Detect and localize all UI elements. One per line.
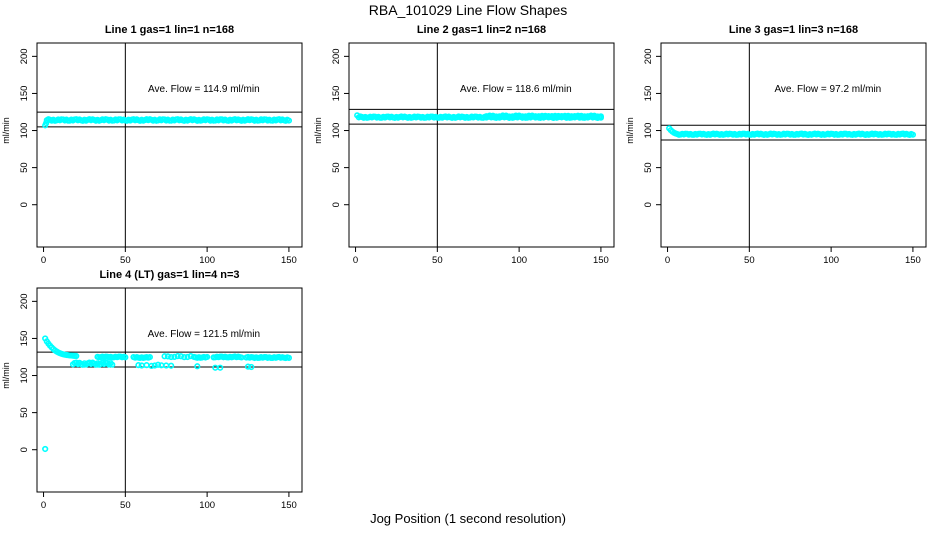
svg-text:150: 150 — [643, 86, 654, 102]
svg-text:0: 0 — [19, 447, 30, 452]
svg-text:0: 0 — [331, 202, 342, 207]
svg-text:0: 0 — [41, 500, 46, 510]
svg-text:100: 100 — [643, 123, 654, 139]
y-axis-label: ml/min — [1, 117, 11, 144]
svg-text:100: 100 — [511, 255, 527, 265]
data-points — [42, 116, 293, 129]
svg-text:100: 100 — [199, 255, 215, 265]
y-axis-label: ml/min — [1, 362, 11, 389]
panel-title: Line 2 gas=1 lin=2 n=168 — [417, 24, 546, 36]
ave-flow-annotation: Ave. Flow = 114.9 ml/min — [148, 84, 260, 95]
svg-text:50: 50 — [744, 255, 755, 265]
svg-text:200: 200 — [331, 48, 342, 64]
svg-text:100: 100 — [331, 123, 342, 139]
axes: 0 50 100 150 0 50 100 150 200 ml/min — [1, 42, 303, 265]
data-points — [666, 125, 917, 138]
panel-2-plot: Line 2 gas=1 lin=2 n=168 0 50 100 150 0 50 100 1… — [313, 24, 615, 265]
svg-text:200: 200 — [643, 48, 654, 64]
axes: 0 50 100 150 0 50 100 150 200 ml/min — [625, 42, 927, 265]
svg-text:100: 100 — [19, 123, 30, 139]
svg-text:150: 150 — [281, 500, 297, 510]
svg-text:50: 50 — [120, 500, 131, 510]
svg-text:50: 50 — [331, 162, 342, 173]
panel-1-plot: Line 1 gas=1 lin=1 n=168 0 50 100 150 0 50 100 1… — [1, 24, 303, 265]
svg-text:150: 150 — [281, 255, 297, 265]
svg-text:100: 100 — [199, 500, 215, 510]
svg-text:150: 150 — [19, 331, 30, 347]
svg-text:50: 50 — [432, 255, 443, 265]
x-axis-label: Jog Position (1 second resolution) — [370, 511, 566, 526]
svg-text:50: 50 — [19, 407, 30, 418]
svg-text:0: 0 — [643, 202, 654, 207]
svg-text:0: 0 — [19, 202, 30, 207]
ave-flow-annotation: Ave. Flow = 121.5 ml/min — [148, 329, 260, 340]
svg-text:200: 200 — [19, 48, 30, 64]
svg-text:150: 150 — [19, 86, 30, 102]
panel-3-plot: Line 3 gas=1 lin=3 n=168 0 50 100 150 0 50 100 1… — [625, 24, 927, 265]
svg-text:50: 50 — [19, 162, 30, 173]
svg-text:200: 200 — [19, 293, 30, 309]
panel-4-plot: Line 4 (LT) gas=1 lin=4 n=3 0 50 100 150 0 50 1… — [1, 269, 303, 510]
panel-title: Line 1 gas=1 lin=1 n=168 — [105, 24, 234, 36]
svg-text:150: 150 — [331, 86, 342, 102]
y-axis-label: ml/min — [313, 117, 323, 144]
data-points — [42, 335, 293, 453]
svg-text:100: 100 — [19, 368, 30, 384]
ave-flow-annotation: Ave. Flow = 118.6 ml/min — [460, 84, 572, 95]
axes: 0 50 100 150 0 50 100 150 200 ml/min — [1, 287, 303, 510]
panel-line-1: Line 1 gas=1 lin=1 n=168 0 50 100 150 0 50 100 1… — [0, 20, 312, 265]
svg-text:150: 150 — [905, 255, 921, 265]
svg-text:50: 50 — [643, 162, 654, 173]
svg-text:50: 50 — [120, 255, 131, 265]
data-points — [354, 112, 605, 121]
svg-text:0: 0 — [41, 255, 46, 265]
svg-text:150: 150 — [593, 255, 609, 265]
y-axis-label: ml/min — [625, 117, 635, 144]
panel-line-4: Line 4 (LT) gas=1 lin=4 n=3 0 50 100 150 0 50 1… — [0, 265, 312, 510]
svg-text:0: 0 — [353, 255, 358, 265]
ave-flow-annotation: Ave. Flow = 97.2 ml/min — [774, 84, 881, 95]
axes: 0 50 100 150 0 50 100 150 200 ml/min — [313, 42, 615, 265]
panel-title: Line 4 (LT) gas=1 lin=4 n=3 — [99, 269, 239, 281]
panel-line-3: Line 3 gas=1 lin=3 n=168 0 50 100 150 0 50 100 1… — [624, 20, 936, 265]
panel-title: Line 3 gas=1 lin=3 n=168 — [729, 24, 858, 36]
svg-text:100: 100 — [823, 255, 839, 265]
svg-text:0: 0 — [665, 255, 670, 265]
chart-title: RBA_101029 Line Flow Shapes — [368, 2, 568, 18]
panel-line-2: Line 2 gas=1 lin=2 n=168 0 50 100 150 0 50 100 1… — [312, 20, 624, 265]
